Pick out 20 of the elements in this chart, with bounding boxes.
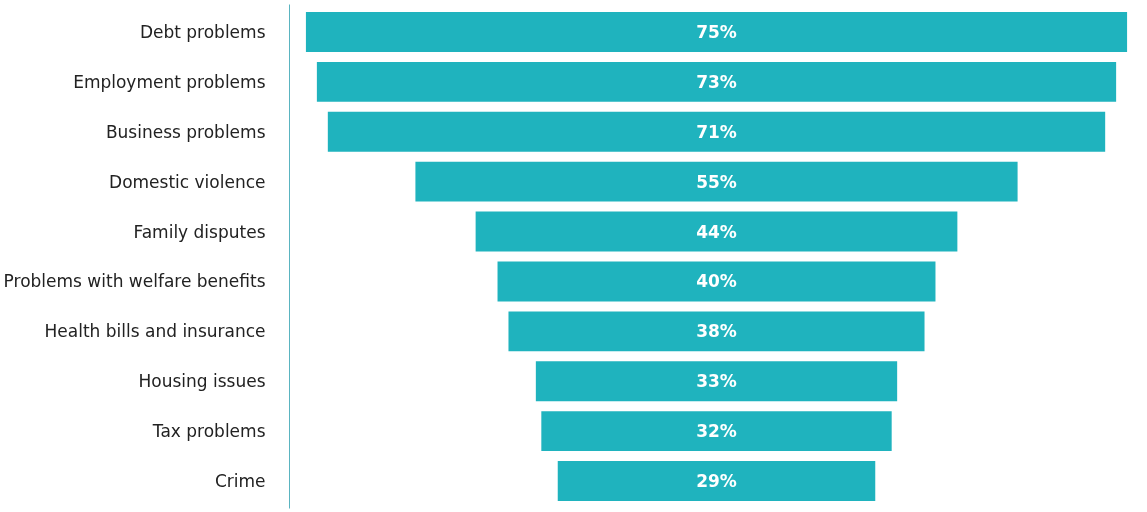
data-label: 40%: [696, 271, 737, 292]
category-label: Family disputes: [133, 221, 266, 242]
data-label: 73%: [696, 71, 737, 92]
category-label: Problems with welfare benefits: [3, 271, 266, 292]
data-label: 71%: [696, 121, 737, 142]
category-label: Employment problems: [73, 71, 266, 92]
data-label: 38%: [696, 321, 737, 342]
data-label: 75%: [696, 21, 737, 42]
category-label: Debt problems: [139, 21, 266, 42]
category-label: Health bills and insurance: [44, 321, 266, 342]
category-label: Business problems: [105, 121, 266, 142]
category-label: Housing issues: [138, 371, 266, 392]
category-label: Tax problems: [151, 421, 266, 442]
data-label: 33%: [696, 371, 737, 392]
data-label: 55%: [696, 171, 737, 192]
data-label: 32%: [696, 421, 737, 442]
data-label: 29%: [696, 471, 737, 492]
category-label: Crime: [214, 471, 266, 492]
data-label: 44%: [696, 221, 737, 242]
category-label: Domestic violence: [109, 171, 266, 192]
